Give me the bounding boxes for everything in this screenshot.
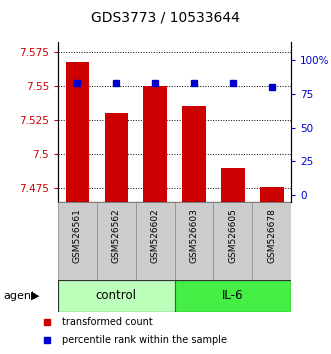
Bar [58, 280, 175, 312]
Text: GSM526603: GSM526603 [190, 208, 199, 263]
Bar [260, 187, 283, 202]
Bar [252, 202, 291, 280]
Bar [175, 280, 291, 312]
Text: transformed count: transformed count [62, 318, 153, 327]
Bar [182, 107, 206, 202]
Text: control: control [96, 289, 137, 302]
Bar [66, 62, 89, 202]
Bar [105, 113, 128, 202]
Bar [175, 202, 213, 280]
Bar [97, 202, 136, 280]
Text: ▶: ▶ [31, 291, 40, 301]
Text: GSM526602: GSM526602 [151, 208, 160, 263]
Text: GSM526562: GSM526562 [112, 208, 121, 263]
Bar [58, 202, 97, 280]
Text: GSM526605: GSM526605 [228, 208, 237, 263]
Text: agent: agent [3, 291, 36, 301]
Text: GSM526561: GSM526561 [73, 208, 82, 263]
Bar [136, 202, 175, 280]
Bar [213, 202, 252, 280]
Text: percentile rank within the sample: percentile rank within the sample [62, 335, 227, 344]
Text: GDS3773 / 10533644: GDS3773 / 10533644 [91, 11, 240, 25]
Bar [143, 86, 167, 202]
Text: GSM526678: GSM526678 [267, 208, 276, 263]
Bar [221, 168, 245, 202]
Text: IL-6: IL-6 [222, 289, 244, 302]
